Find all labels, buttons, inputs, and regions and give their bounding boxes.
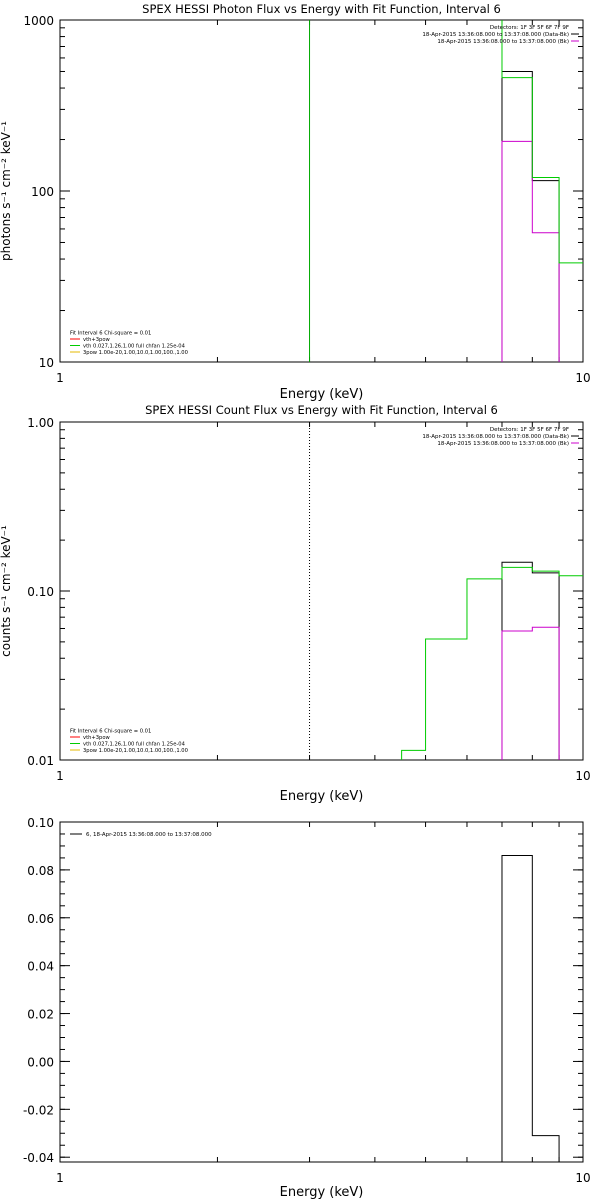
plot-frame [59, 821, 584, 1163]
fit-legend-text: 3pow 1.00e-20,1.00,10.0,1.00,100.,1.00 [83, 350, 188, 356]
photon-flux-panel: SPEX HESSI Photon Flux vs Energy with Fi… [0, 2, 591, 402]
x-axis-label: Energy (keV) [280, 789, 364, 804]
y-axis-label: counts s⁻¹ cm⁻² keV⁻¹ [0, 525, 13, 657]
x-tick-label: 1 [56, 1171, 64, 1185]
data-layer [309, 422, 583, 760]
y-tick-label: 10 [39, 356, 54, 370]
legend-text: 18-Apr-2015 13:36:08.000 to 13:37:08.000… [437, 39, 569, 45]
spectrum-series-line [501, 140, 560, 362]
plot-frame [59, 421, 584, 761]
x-tick-label: 10 [575, 769, 590, 783]
y-tick-label: 1.00 [27, 416, 54, 430]
spectrum-series-line [401, 566, 583, 760]
y-tick-label: -0.04 [23, 1151, 54, 1165]
legend-text: Detectors: 1F 3F 5F 6F 7F 9F [490, 25, 569, 31]
x-tick-label: 10 [575, 371, 590, 385]
fit-legend-text: vth 0.027,1.26,1.00 full chfan 1.25e-04 [83, 344, 186, 350]
residuals-panel: Energy (keV) 1 10 -0.04 -0.02 0.00 0.02 0.04 0.0… [23, 816, 591, 1200]
y-tick-label: 0.08 [27, 864, 54, 878]
x-tick-label: 1 [56, 371, 64, 385]
fit-legend-text: vth+3pow [83, 735, 111, 741]
y-tick-label: 1000 [23, 14, 54, 28]
y-tick-label: 0.04 [27, 960, 54, 974]
spectrum-series-line [501, 561, 560, 760]
legend-text: 6, 18-Apr-2015 13:36:08.000 to 13:37:08.… [86, 832, 212, 838]
spectrum-series-line [501, 855, 560, 1162]
legend-text: 18-Apr-2015 13:36:08.000 to 13:37:08.000… [437, 441, 569, 447]
y-axis-label: photons s⁻¹ cm⁻² keV⁻¹ [0, 121, 13, 261]
spectrum-series-line [501, 70, 560, 362]
fit-legend-text: vth+3pow [83, 337, 111, 343]
legend-text: 18-Apr-2015 13:36:08.000 to 13:37:08.000… [422, 32, 569, 38]
data-layer [309, 20, 583, 362]
x-tick-label: 10 [575, 1171, 590, 1185]
y-tick-label: -0.02 [23, 1103, 54, 1117]
x-axis-label: Energy (keV) [280, 1185, 364, 1200]
legend-text: Detectors: 1F 3F 5F 6F 7F 9F [490, 427, 569, 433]
fit-legend-text: Fit Interval 6 Chi-square = 0.01 [70, 729, 151, 735]
chart-title: SPEX HESSI Count Flux vs Energy with Fit… [145, 403, 498, 417]
legend-text: 18-Apr-2015 13:36:08.000 to 13:37:08.000… [422, 434, 569, 440]
y-tick-label: 0.06 [27, 912, 54, 926]
chart-title: SPEX HESSI Photon Flux vs Energy with Fi… [142, 2, 501, 16]
y-tick-label: 0.10 [27, 585, 54, 599]
x-tick-label: 1 [56, 769, 64, 783]
spectrum-series-line [501, 20, 583, 264]
x-axis-label: Energy (keV) [280, 387, 364, 402]
fit-legend-text: vth 0.027,1.26,1.00 full chfan 1.25e-04 [83, 742, 186, 748]
fit-legend-text: 3pow 1.00e-20,1.00,10.0,1.00,100.,1.00 [83, 748, 188, 754]
y-tick-label: 0.00 [27, 1055, 54, 1069]
y-tick-label: 0.02 [27, 1008, 54, 1022]
count-flux-panel: SPEX HESSI Count Flux vs Energy with Fit… [0, 403, 591, 804]
y-tick-label: 100 [31, 185, 54, 199]
y-tick-label: 0.01 [27, 754, 54, 768]
data-layer [501, 855, 560, 1162]
spectrum-series-line [501, 626, 560, 760]
fit-legend-text: Fit Interval 6 Chi-square = 0.01 [70, 331, 151, 337]
y-tick-label: 0.10 [27, 816, 54, 830]
